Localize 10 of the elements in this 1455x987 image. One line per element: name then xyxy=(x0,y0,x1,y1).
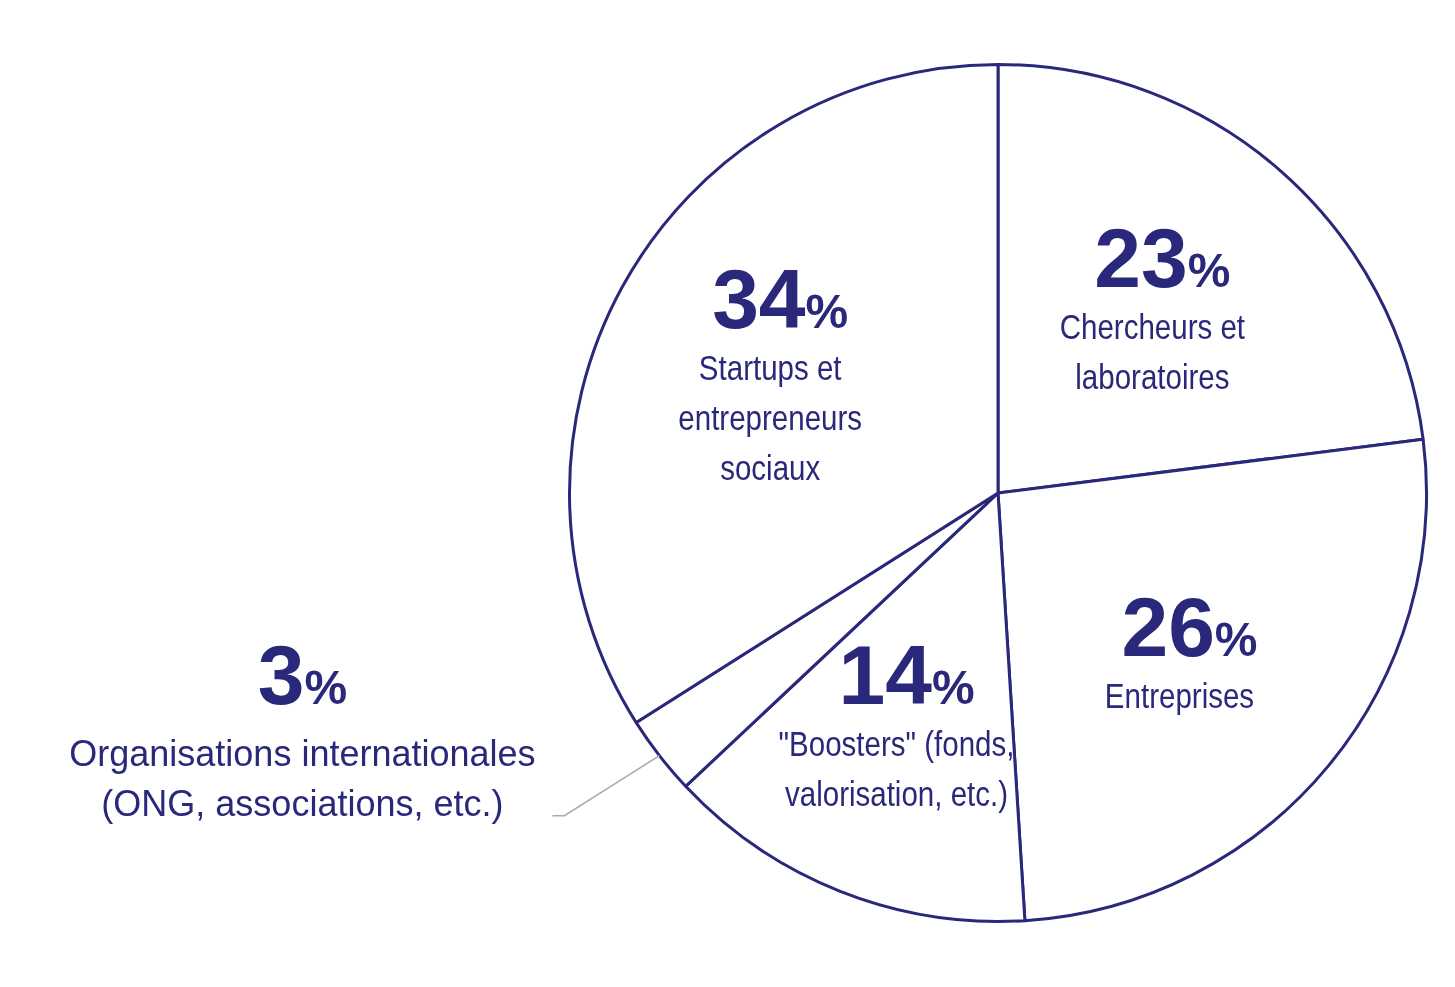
slice-label: Chercheurs et laboratoires xyxy=(1059,305,1246,397)
data-label: 26% xyxy=(1121,580,1258,675)
slice-label: Startups et entrepreneurs sociaux xyxy=(678,347,863,488)
data-label: 3% xyxy=(257,627,348,722)
data-label: 34% xyxy=(712,252,849,347)
slice-label: Organisations internationales (ONG, associations, etc.) xyxy=(69,732,536,824)
data-label: 14% xyxy=(838,628,975,723)
slice-label: "Boosters" (fonds, valorisation, etc.) xyxy=(778,723,1015,814)
slice-label: Entreprises xyxy=(1104,675,1255,717)
data-label: 23% xyxy=(1094,210,1231,305)
